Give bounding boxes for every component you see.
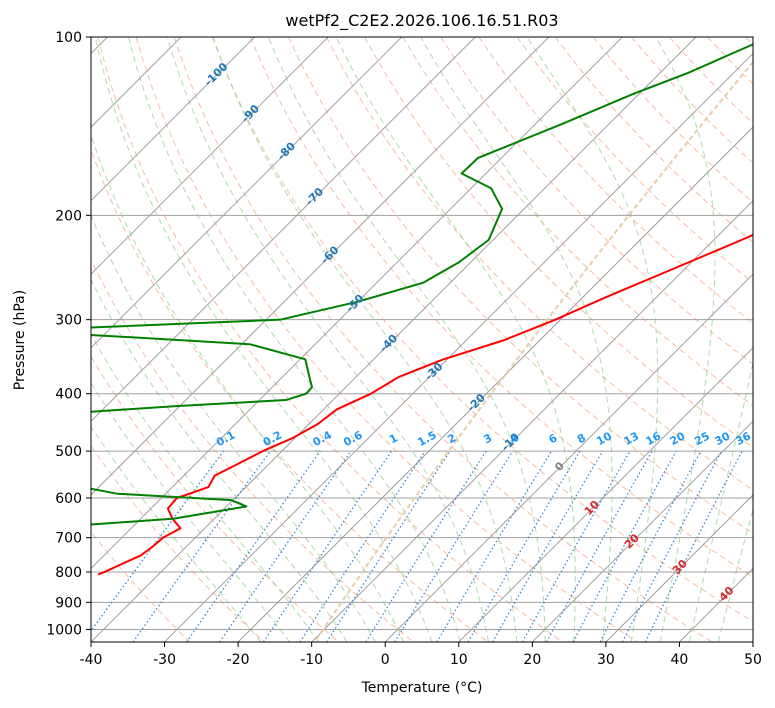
mixing-ratio-label: 20: [668, 429, 688, 448]
x-tick-label: -20: [227, 652, 250, 668]
isotherm-line: [458, 347, 753, 642]
mixing-ratio-line: [326, 450, 451, 642]
moist-adiabat: [335, 37, 576, 642]
dry-adiabat: [402, 37, 753, 407]
moist-adiabat: [166, 37, 489, 642]
temperature-profile: [97, 233, 753, 576]
moist-adiabat: [267, 37, 546, 642]
isotherm-line: [384, 273, 753, 642]
y-tick-label: 200: [55, 208, 82, 224]
isotherm-line: [531, 420, 753, 642]
dry-adiabat: [211, 37, 753, 623]
isotherm-line: [91, 37, 329, 275]
y-tick-label: 900: [55, 595, 82, 611]
moist-adiabat: [717, 507, 753, 642]
x-tick-label: 30: [597, 652, 615, 668]
isotherm-line: [91, 37, 623, 570]
dry-adiabat: [440, 37, 753, 365]
moist-adiabat: [91, 214, 376, 642]
dry-adiabat: [478, 37, 753, 324]
dry-adiabat: [135, 37, 638, 642]
isotherm-line: [91, 37, 697, 642]
mixing-ratio-label: 30: [713, 429, 733, 448]
moist-adiabat: [91, 133, 405, 642]
dewpoint-profile: [91, 43, 753, 526]
mixing-ratio-label: 10: [594, 429, 614, 448]
mixing-ratio-line: [394, 450, 514, 642]
moist-adiabat: [91, 333, 319, 642]
moist-adiabat: [91, 381, 291, 642]
reference-curve: [313, 60, 753, 642]
dry-adiabat: [326, 37, 753, 491]
moist-adiabat: [91, 278, 348, 642]
mixing-ratio-line: [546, 450, 653, 642]
y-tick-label: 400: [55, 387, 82, 403]
x-tick-label: 10: [450, 652, 468, 668]
x-tick-label: -40: [80, 652, 103, 668]
y-tick-label: 100: [55, 30, 82, 46]
dry-adiabat: [91, 355, 340, 642]
chart-title: wetPf2_C2E2.2026.106.16.51.R03: [285, 11, 558, 31]
isotherm-line: [91, 37, 403, 349]
y-tick-label: 700: [55, 531, 82, 547]
x-tick-label: 0: [381, 652, 390, 668]
mixing-ratio-line: [132, 450, 271, 642]
isotherm-line: [605, 494, 753, 642]
moist-adiabat: [212, 37, 518, 642]
y-tick-label: 800: [55, 565, 82, 581]
mixing-ratio-line: [186, 450, 321, 642]
y-tick-label: 300: [55, 313, 82, 329]
y-axis-title: Pressure (hPa): [12, 290, 28, 390]
moist-adiabat: [526, 37, 659, 642]
mixing-ratio-label: 36: [733, 429, 753, 448]
x-tick-label: 40: [671, 652, 689, 668]
moist-adiabat: [655, 37, 716, 642]
y-tick-label: 600: [55, 491, 82, 507]
isotherm-line: [237, 126, 753, 642]
dry-adiabat: [173, 37, 713, 642]
isotherm-line: [311, 199, 753, 642]
dry-adiabat: [249, 37, 753, 578]
mixing-ratio-line: [572, 450, 677, 642]
dry-adiabat: [91, 445, 265, 642]
mixing-ratio-line: [262, 450, 393, 642]
moist-adiabat: [94, 37, 433, 642]
isotherm-line: [164, 52, 753, 642]
mixing-ratio-line: [91, 450, 225, 632]
y-tick-label: 500: [55, 444, 82, 460]
moist-adiabat: [688, 360, 753, 642]
isotherm-line: [91, 37, 550, 496]
mixing-ratio-line: [521, 450, 631, 642]
moist-adiabat: [91, 425, 262, 642]
x-tick-label: 20: [523, 652, 541, 668]
dry-adiabat: [91, 148, 489, 642]
plot-frame: [90, 36, 754, 643]
dry-adiabat: [97, 37, 563, 642]
mixing-ratio-line: [299, 450, 426, 642]
x-tick-label: 50: [744, 652, 762, 668]
mixing-ratio-label: 25: [692, 429, 712, 448]
y-tick-label: 1000: [46, 622, 82, 638]
moist-adiabat: [127, 37, 461, 642]
mixing-ratio-label: 16: [644, 429, 664, 448]
x-axis-title: Temperature (°C): [361, 680, 483, 696]
mixing-ratio-line: [219, 450, 352, 642]
isotherm-line: [91, 37, 256, 202]
mixing-ratio-line: [644, 450, 743, 642]
mixing-ratio-label: 13: [622, 429, 642, 448]
x-tick-label: -10: [300, 652, 323, 668]
moist-adiabat: [420, 37, 613, 642]
x-tick-label: -30: [153, 652, 176, 668]
